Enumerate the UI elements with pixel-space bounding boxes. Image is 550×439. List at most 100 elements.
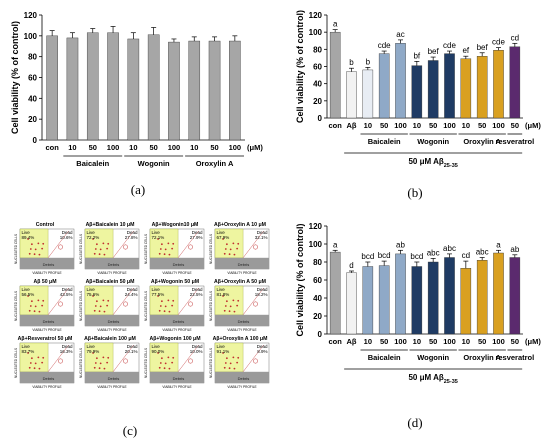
x-tick-label: 50: [380, 337, 388, 346]
bar: [127, 38, 140, 141]
event-dot: [34, 305, 37, 308]
event-dot: [163, 310, 166, 313]
event-dot: [103, 253, 106, 256]
bar: [362, 69, 374, 119]
debris-gate: [85, 314, 139, 326]
panel-b: 0 20 40 60 80 100 120 Cell viability (% of cont…: [275, 0, 550, 200]
event-dot: [94, 362, 97, 364]
significance-letter: ab: [510, 245, 519, 254]
x-tick-label: 50: [478, 121, 486, 130]
significance-letter: cde: [492, 38, 505, 47]
debris-word: Debris: [238, 262, 250, 267]
event-dot: [228, 253, 231, 256]
bar: [378, 265, 390, 335]
chart-a: 0 20 40 60 80 100 120 Cell viability (% of cont…: [10, 11, 263, 168]
facs-y-label: NUCLEATED CELLS: [144, 234, 148, 264]
gate-line: [177, 344, 199, 372]
bar: [493, 49, 504, 119]
debris-word: Debris: [43, 376, 55, 381]
event-dot: [229, 362, 232, 365]
bar: [395, 253, 406, 335]
x-tick-label: 10: [462, 337, 470, 346]
y-tick-label: 20: [313, 312, 322, 321]
x-tick-label: 100: [443, 337, 456, 346]
event-dot: [224, 362, 227, 364]
event-dot: [167, 356, 170, 359]
live-percent: 56.5%: [22, 292, 35, 297]
dead-word: Dead: [127, 230, 138, 235]
debris-word: Debris: [108, 262, 120, 267]
bar: [66, 37, 79, 141]
group-label: Wogonin: [417, 137, 449, 146]
significance-letter: bef: [477, 43, 489, 52]
y-axis-label: Cell viability (% of control): [295, 223, 305, 336]
event-dot: [33, 367, 36, 370]
event-dot: [99, 248, 102, 251]
event-dot: [28, 309, 31, 312]
significance-letter: ab: [396, 240, 405, 249]
x-tick-label: 100: [107, 143, 120, 152]
x-tick-label: Aβ: [347, 337, 357, 346]
event-dot: [28, 366, 31, 369]
event-dot: [103, 310, 106, 313]
significance-letter: a: [333, 20, 338, 29]
gate-line: [112, 287, 134, 315]
bar: [378, 53, 390, 119]
event-dot: [163, 253, 166, 256]
bar: [346, 272, 357, 335]
bar: [46, 35, 58, 141]
event-dot: [225, 357, 228, 360]
event-dot: [158, 366, 161, 369]
event-dot: [41, 304, 44, 307]
event-dot: [102, 299, 105, 302]
debris-gate: [85, 257, 139, 269]
bar: [476, 56, 488, 119]
facs-y-label: NUCLEATED CELLS: [14, 291, 18, 321]
event-dot: [229, 248, 232, 251]
event-dot: [42, 242, 45, 245]
event-dot: [93, 309, 96, 312]
gate-line: [112, 230, 134, 258]
event-dot: [159, 305, 162, 307]
y-tick-label: 100: [309, 240, 323, 249]
event-dot: [98, 253, 101, 256]
facs-y-label: NUCLEATED CELLS: [79, 234, 83, 264]
bar: [427, 261, 439, 335]
unit-label: (μM): [525, 337, 541, 346]
dead-percent: 18.2%: [255, 292, 268, 297]
dead-cluster: [123, 301, 128, 307]
event-dot: [93, 252, 96, 255]
live-percent: 72.2%: [87, 235, 100, 240]
event-dot: [107, 242, 110, 245]
group-label: Oroxylin A: [463, 137, 501, 146]
dead-percent: 16.3%: [60, 349, 73, 354]
facs-x-label: VIABILITY PROFILE: [227, 385, 256, 388]
significance-letter: cd: [511, 33, 519, 42]
panel-c-label: (c): [122, 423, 138, 438]
event-dot: [172, 299, 175, 302]
facs-title: Control: [36, 222, 55, 228]
debris-gate: [215, 257, 269, 269]
event-dot: [94, 305, 97, 307]
event-dot: [107, 299, 110, 302]
facs-x-label: VIABILITY PROFILE: [227, 328, 256, 332]
event-dot: [158, 309, 161, 312]
event-dot: [159, 362, 162, 364]
event-dot: [237, 299, 240, 302]
event-dot: [225, 243, 228, 246]
group-label: Oroxylin A: [196, 159, 234, 168]
event-dot: [159, 248, 162, 250]
debris-gate: [215, 314, 269, 326]
event-dot: [171, 361, 174, 364]
y-tick-label: 120: [24, 11, 38, 20]
event-dot: [157, 238, 160, 240]
event-dot: [233, 367, 236, 370]
bar: [460, 58, 472, 119]
dead-cluster: [58, 301, 63, 307]
dead-cluster: [123, 358, 128, 364]
y-tick-label: 0: [33, 136, 38, 145]
